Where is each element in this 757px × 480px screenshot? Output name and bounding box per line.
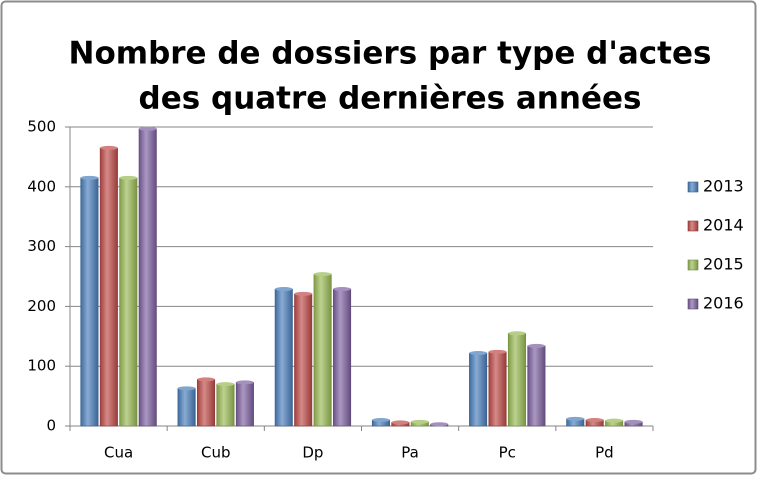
y-tick-label: 200 <box>27 297 56 315</box>
bar <box>235 382 254 427</box>
bar-top <box>624 419 643 424</box>
legend-swatch <box>687 181 699 193</box>
legend-label: 2013 <box>703 177 744 196</box>
bar-top <box>391 420 410 425</box>
chart-title: Nombre de dossiers par type d'actes <box>69 36 712 72</box>
legend-swatch <box>687 298 699 310</box>
legend-swatch <box>687 259 699 271</box>
x-tick-label: Pc <box>499 444 516 462</box>
bar <box>216 383 235 427</box>
bar-top <box>236 380 254 385</box>
bar <box>177 388 196 427</box>
bar <box>333 288 352 427</box>
x-tick-label: Dp <box>302 444 323 462</box>
y-tick-label: 500 <box>27 118 56 136</box>
bar-top <box>333 287 351 292</box>
bar-top <box>508 331 526 336</box>
bar-top <box>177 386 196 391</box>
bar <box>527 345 546 427</box>
y-tick-label: 400 <box>27 177 56 195</box>
bar-top <box>139 126 157 131</box>
bar-top <box>469 351 487 356</box>
y-tick-label: 0 <box>46 417 56 435</box>
bar <box>488 351 507 427</box>
bar <box>99 147 118 427</box>
bar <box>80 177 99 427</box>
bar-top <box>216 382 235 387</box>
bar-top <box>372 418 390 423</box>
bar <box>507 333 526 427</box>
legend-swatch <box>687 220 699 232</box>
bar-top <box>430 422 448 427</box>
legend-label: 2015 <box>703 255 744 274</box>
x-tick-label: Cua <box>104 444 133 462</box>
bar-top <box>100 145 118 150</box>
x-tick-label: Pa <box>401 444 419 462</box>
bar <box>313 273 332 427</box>
bar <box>294 293 313 427</box>
bar <box>138 128 157 427</box>
x-tick-label: Cub <box>201 444 231 462</box>
bar <box>469 352 488 427</box>
bar-top <box>313 272 332 277</box>
bar-top <box>527 343 546 348</box>
legend-label: 2016 <box>703 294 744 313</box>
y-tick-label: 100 <box>27 357 56 375</box>
bar <box>119 177 138 427</box>
y-tick-label: 300 <box>27 237 56 255</box>
x-tick-label: Pd <box>595 444 614 462</box>
bar-top <box>119 175 138 180</box>
legend-label: 2014 <box>703 216 744 235</box>
bar-top <box>488 349 507 354</box>
bar-top <box>585 418 604 423</box>
bar <box>274 288 293 427</box>
bar-top <box>294 291 312 296</box>
bar-top <box>605 418 623 423</box>
bar <box>197 379 216 427</box>
bar-top <box>197 377 215 382</box>
bar-top <box>275 287 293 292</box>
bar-top <box>411 419 429 424</box>
chart-title: des quatre dernières années <box>139 81 642 117</box>
bar-top <box>566 416 584 421</box>
bar-top <box>80 175 99 180</box>
